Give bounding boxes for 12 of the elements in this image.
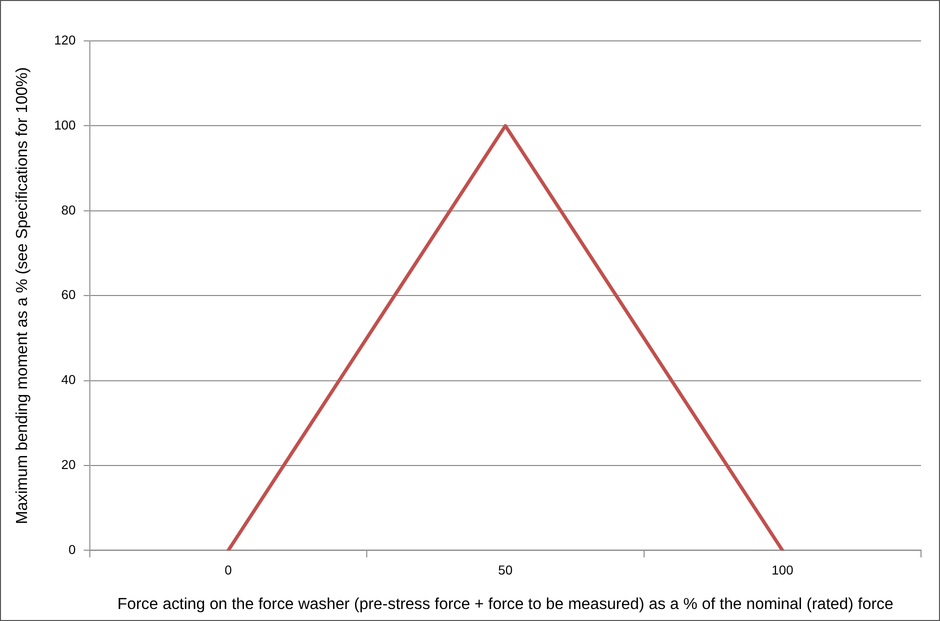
y-tick-label: 80 <box>61 202 76 218</box>
x-tick-label: 100 <box>772 562 794 578</box>
y-tick-label: 0 <box>68 542 76 557</box>
y-tick-label: 20 <box>61 457 76 472</box>
y-tick-label: 100 <box>54 117 76 132</box>
x-tick-label: 50 <box>498 562 513 578</box>
y-tick-label: 40 <box>61 372 76 388</box>
x-axis-title: Force acting on the force washer (pre-stress force + force to be measured) as a % of the nominal (rated) force <box>117 596 894 613</box>
y-tick-label: 60 <box>61 287 76 302</box>
x-tick-label: 0 <box>224 562 232 578</box>
y-tick-label: 120 <box>54 32 76 48</box>
y-axis-title: Maximum bending moment as a % (see Specifications for 100%) <box>14 67 31 524</box>
